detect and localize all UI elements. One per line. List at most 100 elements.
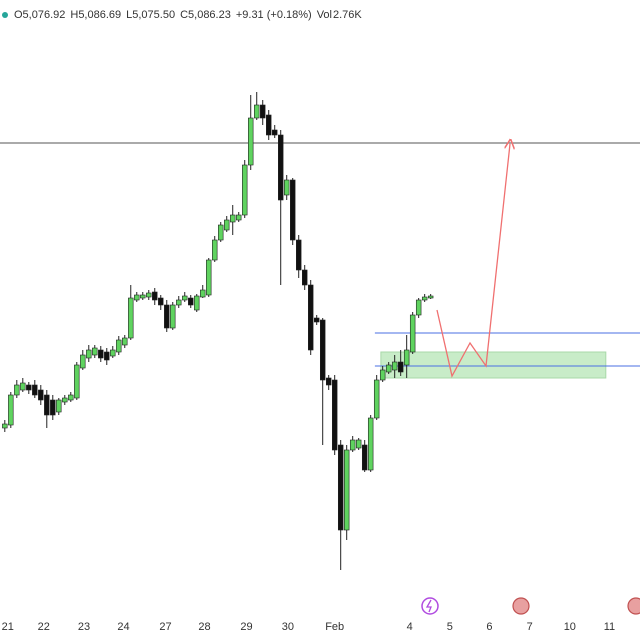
candle-body bbox=[2, 423, 8, 429]
candle-body bbox=[427, 295, 434, 299]
candle-body bbox=[50, 399, 56, 416]
legend-item: +9.31 (+0.18%) bbox=[236, 9, 312, 21]
candle-body bbox=[56, 399, 62, 413]
candle-body bbox=[397, 361, 404, 373]
candle-body bbox=[284, 179, 290, 196]
candle-body bbox=[188, 297, 194, 306]
candle-body bbox=[62, 397, 68, 403]
candle-body bbox=[308, 284, 314, 351]
candle-body bbox=[296, 239, 302, 271]
x-tick-label: 11 bbox=[604, 621, 615, 633]
candle-body bbox=[349, 439, 356, 451]
x-tick-label: 27 bbox=[159, 621, 171, 633]
x-tick-label: 7 bbox=[527, 621, 533, 633]
candle-body bbox=[260, 104, 266, 119]
candle-body bbox=[110, 349, 116, 357]
x-tick-label: Feb bbox=[325, 621, 344, 633]
candle-body bbox=[242, 164, 248, 216]
candle-body bbox=[194, 295, 200, 311]
candle-body bbox=[236, 214, 242, 221]
candle-body bbox=[230, 214, 236, 223]
legend-item: O5,076.92 bbox=[14, 9, 65, 21]
x-tick-label: 22 bbox=[38, 621, 50, 633]
x-tick-label: 30 bbox=[282, 621, 294, 633]
candle-body bbox=[206, 259, 212, 296]
candle-body bbox=[8, 394, 14, 426]
candle-body bbox=[92, 347, 98, 356]
x-tick-label: 28 bbox=[198, 621, 210, 633]
candle-body bbox=[290, 179, 296, 241]
candle-body bbox=[164, 304, 170, 329]
candle-body bbox=[403, 349, 410, 366]
x-tick-label: 23 bbox=[78, 621, 90, 633]
event-icons bbox=[421, 597, 640, 615]
candle-body bbox=[272, 129, 278, 136]
x-tick-label: 10 bbox=[564, 621, 576, 633]
candle-body bbox=[68, 394, 74, 401]
status-dot bbox=[2, 12, 8, 18]
candle-body bbox=[367, 417, 374, 471]
legend-item: C5,086.23 bbox=[180, 9, 231, 21]
event-icon[interactable] bbox=[421, 597, 439, 615]
x-tick-label: 6 bbox=[486, 621, 492, 633]
candle-body bbox=[248, 117, 254, 166]
legend-item: H5,086.69 bbox=[70, 9, 121, 21]
candle-body bbox=[415, 299, 422, 316]
candle-body bbox=[331, 379, 338, 451]
candle-body bbox=[74, 364, 80, 399]
candle-body bbox=[158, 297, 164, 306]
candle-body bbox=[325, 377, 332, 386]
candle-body bbox=[314, 317, 320, 323]
candle-body bbox=[26, 384, 32, 391]
candle-body bbox=[98, 349, 104, 359]
candle-body bbox=[134, 294, 140, 301]
candle-body bbox=[44, 394, 50, 416]
candle-body bbox=[32, 384, 38, 396]
plot: 21 22 23 24 27 28 29 30 Feb 4 5 6 7 10 11 bbox=[0, 92, 640, 633]
candle-body bbox=[176, 299, 182, 306]
candle-body bbox=[152, 291, 158, 301]
candle-body bbox=[266, 114, 272, 136]
event-icon-glyph bbox=[425, 599, 432, 613]
candle-body bbox=[278, 134, 284, 201]
candle-body bbox=[421, 296, 428, 301]
x-tick-label: 5 bbox=[447, 621, 453, 633]
candle-body bbox=[218, 224, 224, 241]
candle-body bbox=[128, 297, 134, 339]
x-tick-label: 29 bbox=[240, 621, 252, 633]
flag-icon[interactable] bbox=[512, 597, 530, 615]
candle-body bbox=[104, 351, 110, 361]
candle-body bbox=[373, 379, 380, 419]
candle-body bbox=[361, 444, 368, 471]
candle-body bbox=[319, 319, 326, 381]
candle-body bbox=[146, 292, 152, 298]
candle-body bbox=[20, 382, 26, 391]
candle-body bbox=[170, 304, 176, 329]
candle-body bbox=[391, 361, 398, 371]
candle-body bbox=[116, 339, 122, 353]
candle-body bbox=[385, 364, 392, 373]
x-tick-label: 21 bbox=[2, 621, 14, 633]
ohlc-legend: O5,076.92 H5,086.69 L5,075.50 C5,086.23 +9.3… bbox=[14, 9, 362, 21]
legend-item: L5,075.50 bbox=[126, 9, 175, 21]
legend-item: Vol bbox=[317, 9, 332, 21]
candle-body bbox=[379, 369, 386, 381]
candle-body bbox=[182, 295, 188, 301]
candle-body bbox=[14, 384, 20, 396]
candle-body bbox=[200, 289, 206, 298]
candle-body bbox=[337, 444, 344, 531]
x-tick-label: 4 bbox=[407, 621, 413, 633]
candle-body bbox=[122, 337, 128, 346]
candle-body bbox=[86, 349, 92, 359]
flag-icon[interactable] bbox=[627, 597, 640, 615]
candle-body bbox=[212, 239, 218, 261]
candle-body bbox=[224, 219, 230, 231]
legend-item: 2.76K bbox=[333, 9, 362, 21]
projection-arrow bbox=[436, 144, 510, 378]
candle-body bbox=[140, 294, 146, 299]
candle-body bbox=[343, 449, 350, 531]
x-tick-label: 24 bbox=[117, 621, 129, 633]
candle-body bbox=[302, 269, 308, 286]
candle-body bbox=[254, 104, 260, 119]
